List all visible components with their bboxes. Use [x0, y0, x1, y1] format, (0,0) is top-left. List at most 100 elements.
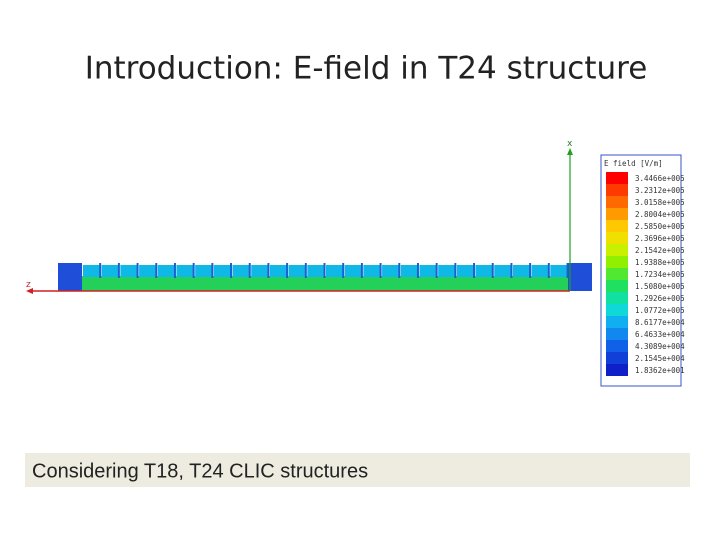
cell [213, 265, 231, 277]
legend-swatch [606, 184, 628, 196]
iris [491, 263, 494, 278]
cell [550, 265, 567, 277]
iris [342, 263, 345, 278]
legend-swatch [606, 316, 628, 328]
legend-swatch [606, 304, 628, 316]
cell [456, 265, 474, 277]
cell [531, 265, 549, 277]
iris [136, 263, 139, 278]
legend-label: 2.1545e+004 [635, 354, 685, 363]
legend-swatch [606, 256, 628, 268]
legend-label: 2.1542e+005 [635, 246, 685, 255]
iris [435, 263, 438, 278]
legend-label: 8.6177e+004 [635, 318, 685, 327]
caption-box [25, 453, 690, 487]
legend-label: 1.2926e+005 [635, 294, 685, 303]
iris [230, 263, 233, 278]
iris [547, 263, 550, 278]
caption: Considering T18, T24 CLIC structures [32, 460, 368, 482]
iris [173, 263, 176, 278]
cell [438, 265, 455, 277]
legend: 3.4466e+005 3.2312e+005 3.0158e+005 2.8004e… [606, 172, 685, 376]
iris [566, 263, 569, 278]
cell [419, 265, 437, 277]
legend-label: 6.4633e+004 [635, 330, 685, 339]
iris [211, 263, 214, 278]
legend-swatch [606, 208, 628, 220]
iris [473, 263, 476, 278]
cell [83, 265, 100, 277]
legend-swatch [606, 328, 628, 340]
legend-label: 3.2312e+005 [635, 186, 685, 195]
cell [326, 265, 343, 277]
legend-swatch [606, 244, 628, 256]
iris [192, 263, 195, 278]
legend-label: 1.0772e+005 [635, 306, 685, 315]
iris [454, 263, 457, 278]
legend-swatch [606, 232, 628, 244]
iris [379, 263, 382, 278]
legend-label: 3.0158e+005 [635, 198, 685, 207]
beam-region [82, 276, 568, 291]
iris [248, 263, 251, 278]
cell [400, 265, 418, 277]
cell [195, 265, 212, 277]
legend-label: 1.8362e+001 [635, 366, 685, 375]
legend-swatch [606, 196, 628, 208]
cell [139, 265, 156, 277]
z-arrow [26, 288, 33, 294]
cell [344, 265, 362, 277]
legend-label: 2.3696e+005 [635, 234, 685, 243]
cell [512, 265, 530, 277]
legend-swatch [606, 172, 628, 184]
iris [398, 263, 401, 278]
legend-label: 1.9388e+005 [635, 258, 685, 267]
cell [307, 265, 324, 277]
z-label: z [26, 280, 31, 290]
iris [360, 263, 363, 278]
legend-swatch [606, 340, 628, 352]
cell [251, 265, 268, 277]
iris [286, 263, 289, 278]
legend-title: E field [V/m] [604, 159, 663, 168]
iris [416, 263, 419, 278]
iris [323, 263, 326, 278]
legend-swatch [606, 268, 628, 280]
legend-label: 2.5850e+005 [635, 222, 685, 231]
legend-swatch [606, 280, 628, 292]
cell [232, 265, 250, 277]
cell [288, 265, 306, 277]
iris [304, 263, 307, 278]
cell [120, 265, 138, 277]
cell [157, 265, 175, 277]
legend-swatch [606, 364, 628, 376]
legend-label: 2.8004e+005 [635, 210, 685, 219]
cell [101, 265, 119, 277]
x-arrow [567, 148, 573, 155]
slide-title: Introduction: E-field in T24 structure [85, 51, 648, 87]
cell [382, 265, 399, 277]
cell [363, 265, 381, 277]
cell [494, 265, 511, 277]
legend-label: 1.7234e+005 [635, 270, 685, 279]
legend-swatch [606, 292, 628, 304]
iris [117, 263, 120, 278]
iris [267, 263, 270, 278]
cell [269, 265, 287, 277]
cell [475, 265, 493, 277]
field-figure: z x [26, 139, 592, 294]
x-label: x [567, 139, 573, 149]
end-block [58, 263, 82, 291]
legend-label: 4.3089e+004 [635, 342, 685, 351]
iris [510, 263, 513, 278]
end-block [568, 263, 592, 291]
iris [529, 263, 532, 278]
legend-swatch [606, 352, 628, 364]
iris [99, 263, 102, 278]
iris [155, 263, 158, 278]
legend-label: 1.5080e+005 [635, 282, 685, 291]
legend-swatch [606, 220, 628, 232]
cell [176, 265, 194, 277]
